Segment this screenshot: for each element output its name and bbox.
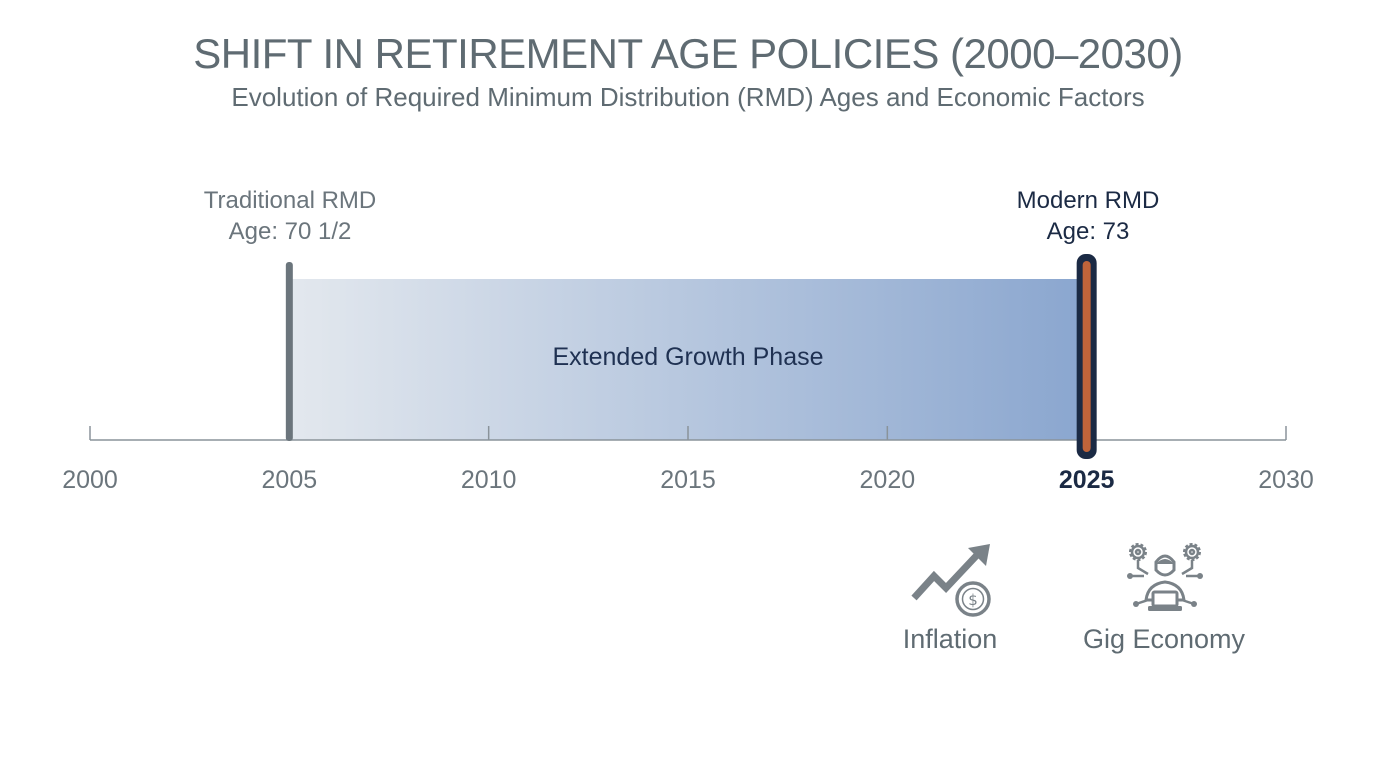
traditional-rmd-age: Age: 70 1/2	[228, 218, 352, 245]
axis-tick-marks	[89, 426, 1287, 440]
factor-gig-economy-label: Gig Economy	[1082, 624, 1246, 654]
tick-label-2005: 2005	[261, 466, 318, 494]
svg-text:$: $	[968, 591, 978, 609]
modern-rmd-title: Modern RMD	[1016, 187, 1160, 214]
phase-label: Extended Growth Phase	[552, 343, 824, 371]
gig-worker-icon	[1127, 543, 1203, 611]
modern-rmd-label: Modern RMD Age: 73	[958, 185, 1218, 247]
tick-label-2015: 2015	[660, 466, 716, 494]
modern-rmd-marker-accent	[1082, 261, 1091, 452]
inflation-chart-icon: $	[911, 544, 991, 617]
tick-label-2025: 2025	[1058, 466, 1115, 494]
page-title: SHIFT IN RETIREMENT AGE POLICIES (2000–2…	[193, 30, 1183, 77]
modern-rmd-age: Age: 73	[1046, 218, 1130, 245]
tick-label-2000: 2000	[62, 466, 118, 494]
traditional-rmd-marker	[285, 262, 293, 441]
traditional-rmd-title: Traditional RMD	[203, 187, 377, 214]
page-subtitle: Evolution of Required Minimum Distributi…	[231, 82, 1145, 112]
tick-label-2010: 2010	[460, 466, 517, 494]
traditional-rmd-label: Traditional RMD Age: 70 1/2	[160, 185, 420, 247]
factor-inflation-label: Inflation	[902, 624, 998, 654]
tick-label-2020: 2020	[859, 466, 916, 494]
tick-label-2030: 2030	[1258, 466, 1314, 494]
extended-growth-phase-band	[289, 279, 1087, 440]
